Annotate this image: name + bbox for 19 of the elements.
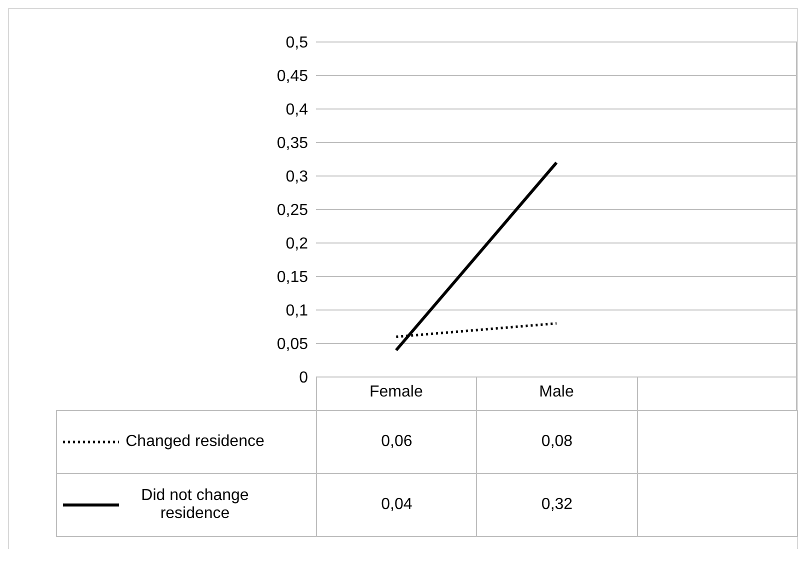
- y-tick-label: 0,4: [286, 102, 308, 119]
- data-label: 0,08: [476, 410, 638, 474]
- legend-label: Did not change residence: [140, 487, 250, 523]
- y-tick-label: 0,25: [276, 202, 308, 220]
- data-label: 0,32: [476, 474, 638, 536]
- y-tick-label: 0,5: [286, 34, 308, 52]
- x-tick-label: Female: [369, 383, 423, 400]
- y-tick-label: 0,2: [286, 236, 308, 253]
- x-tick-label: Male: [539, 383, 574, 400]
- legend-label: Changed residence: [125, 433, 265, 451]
- y-tick-label: 0,05: [276, 336, 308, 354]
- y-tick-label: 0,45: [276, 68, 308, 86]
- y-tick-label: 0,1: [286, 302, 308, 320]
- y-tick-label: 0,3: [286, 168, 308, 186]
- y-tick-label: 0: [299, 370, 308, 387]
- data-label: 0,04: [316, 474, 477, 536]
- data-label: 0,06: [316, 410, 477, 474]
- y-tick-label: 0,35: [276, 135, 308, 152]
- y-tick-label: 0,15: [276, 269, 308, 286]
